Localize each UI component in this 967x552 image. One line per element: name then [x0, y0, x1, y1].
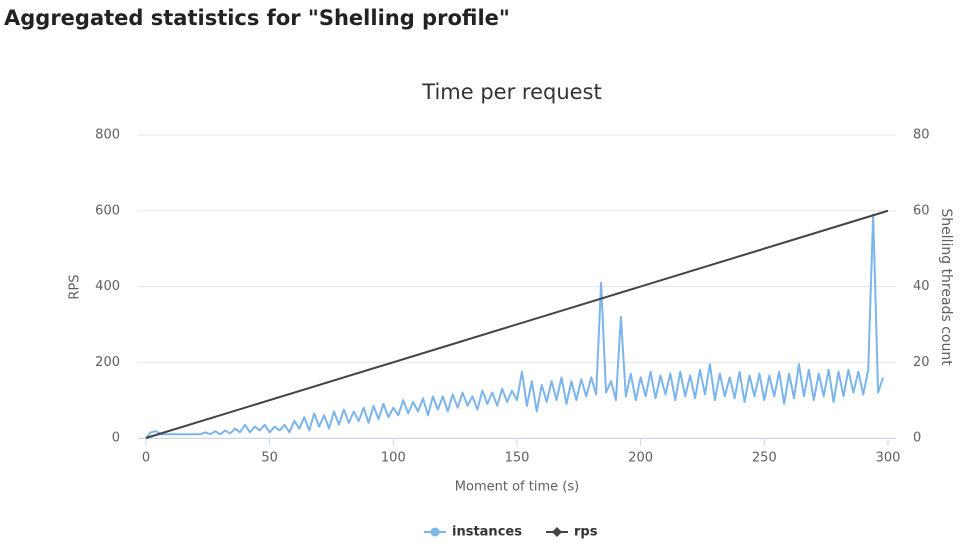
y-tick-label: 600: [95, 203, 120, 218]
x-tick-label: 250: [752, 451, 777, 466]
y2-tick-label: 0: [913, 431, 921, 446]
x-tick-label: 50: [261, 451, 278, 466]
page-title: Aggregated statistics for "Shelling prof…: [4, 6, 510, 30]
legend-label: rps: [574, 525, 598, 540]
x-tick-label: 150: [505, 451, 530, 466]
y-tick-label: 400: [95, 279, 120, 294]
legend-item[interactable]: instances: [424, 525, 522, 540]
y2-tick-label: 20: [913, 355, 930, 370]
x-axis-title: Moment of time (s): [455, 480, 579, 495]
series-line: [145, 213, 885, 439]
y-tick-label: 200: [95, 355, 120, 370]
x-tick-label: 100: [381, 451, 406, 466]
x-tick-label: 300: [876, 451, 901, 466]
x-tick-label: 200: [628, 451, 653, 466]
legend-item[interactable]: rps: [546, 525, 598, 540]
legend-marker: [552, 527, 562, 537]
y-tick-label: 0: [112, 431, 120, 446]
y-tick-label: 800: [95, 128, 120, 143]
y2-tick-label: 80: [913, 128, 930, 143]
y2-tick-label: 40: [913, 279, 930, 294]
y-axis-title: RPS: [68, 274, 83, 299]
y2-tick-label: 60: [913, 203, 930, 218]
series-line: [145, 209, 889, 439]
chart-title: Time per request: [421, 80, 601, 104]
legend-marker: [430, 527, 440, 537]
legend-label: instances: [452, 525, 522, 540]
y2-axis-title: Shelling threads count: [938, 208, 954, 366]
x-tick-label: 0: [142, 451, 150, 466]
